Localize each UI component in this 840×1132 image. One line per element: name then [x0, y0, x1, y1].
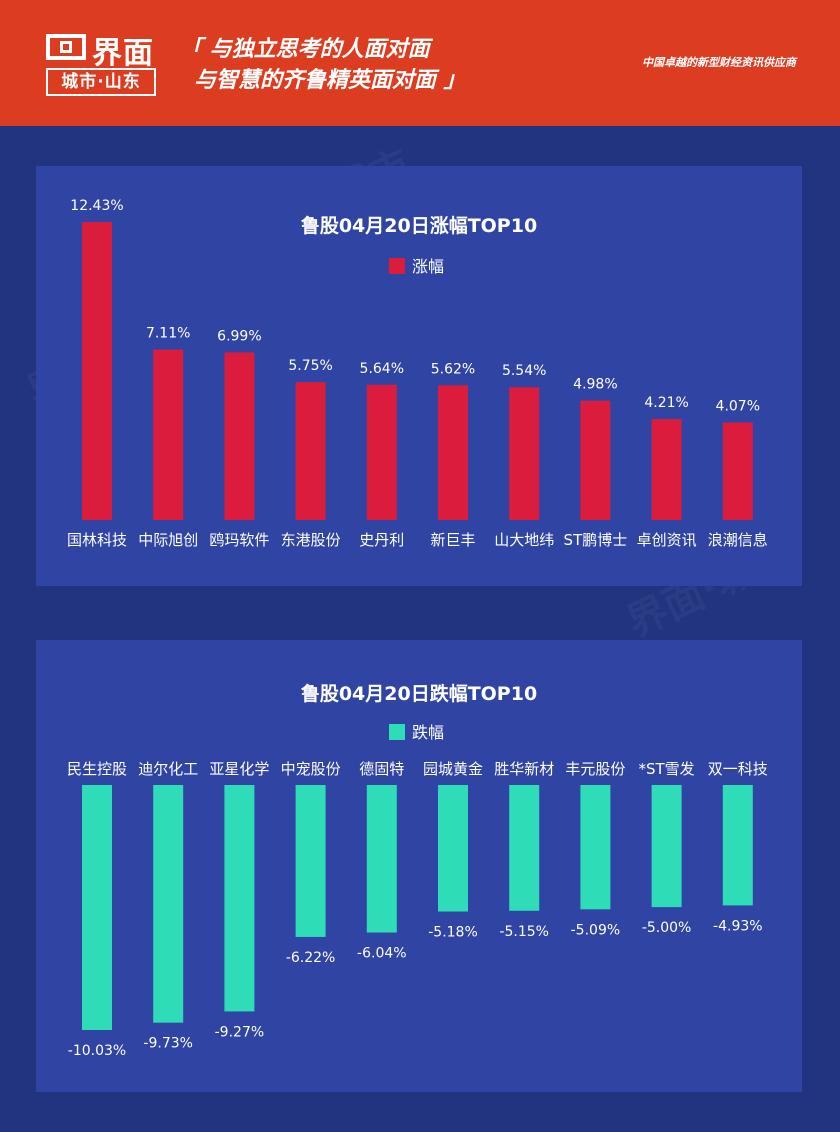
category-label: 双一科技: [708, 760, 768, 778]
bar: [580, 400, 611, 520]
data-label: 4.07%: [716, 398, 760, 414]
chart-title: 鲁股04月20日涨幅TOP10: [300, 214, 537, 237]
category-label: 丰元股份: [565, 760, 625, 778]
category-label: 迪尔化工: [138, 760, 198, 778]
bar: [82, 222, 112, 520]
category-label: 民生控股: [67, 760, 127, 778]
data-label: 5.75%: [288, 358, 332, 374]
logo-text: 界面: [92, 36, 154, 71]
category-label: 新巨丰: [430, 531, 475, 549]
category-label: ST鹏博士: [564, 531, 628, 549]
data-label: -10.03%: [68, 1043, 126, 1059]
brand-logo: 界面 城市·山东: [40, 30, 160, 100]
loss-chart-panel: 鲁股04月20日跌幅TOP10 跌幅民生控股 -10.03% 迪尔化工 -9.73% 亚星…: [36, 640, 802, 1092]
category-label: 东港股份: [281, 531, 341, 549]
category-label: 园城黄金: [423, 760, 483, 778]
data-label: -6.22%: [286, 950, 336, 966]
data-label: -9.73%: [143, 1036, 193, 1052]
data-label: 5.64%: [360, 361, 404, 377]
legend-label: 跌幅: [412, 723, 444, 742]
gain-chart-panel: 鲁股04月20日涨幅TOP10 涨幅 12.43% 国林科技 7.11% 中际旭创 6.99…: [36, 166, 802, 586]
bar: [295, 785, 326, 937]
category-label: 史丹利: [359, 531, 404, 549]
logo-mark-icon: [46, 34, 86, 60]
logo-subtitle: 城市·山东: [46, 68, 156, 96]
data-label: 7.11%: [146, 326, 190, 342]
bar: [366, 785, 397, 933]
bar: [295, 382, 326, 520]
data-label: -5.09%: [571, 922, 621, 938]
category-label: 浪潮信息: [708, 531, 768, 549]
category-label: 鸥玛软件: [209, 531, 269, 549]
bar: [366, 384, 397, 520]
data-label: -5.18%: [428, 925, 478, 941]
legend-swatch: [389, 724, 405, 740]
data-label: -6.04%: [357, 946, 407, 962]
bar: [722, 785, 753, 906]
category-label: 国林科技: [67, 531, 127, 549]
data-label: 12.43%: [70, 198, 123, 214]
chart-title: 鲁股04月20日跌幅TOP10: [300, 682, 537, 705]
gain-bar-chart: 鲁股04月20日涨幅TOP10 涨幅 12.43% 国林科技 7.11% 中际旭创 6.99…: [67, 198, 768, 549]
bar: [153, 349, 184, 520]
slogan-line-1: 「 与独立思考的人面对面: [180, 37, 430, 62]
bar: [509, 785, 540, 911]
data-label: -9.27%: [215, 1024, 265, 1040]
data-label: 4.21%: [644, 395, 688, 411]
data-label: 6.99%: [217, 328, 261, 344]
data-label: -5.00%: [642, 920, 692, 936]
legend-swatch: [389, 258, 405, 274]
bar: [580, 785, 611, 910]
header-banner: 界面 城市·山东 「 与独立思考的人面对面 与智慧的齐鲁精英面对面 」 中国卓越…: [0, 0, 840, 126]
data-label: -5.15%: [499, 924, 549, 940]
bar: [153, 785, 184, 1023]
category-label: 亚星化学: [209, 760, 269, 778]
data-label: -4.93%: [713, 918, 763, 934]
category-label: 山大地纬: [494, 531, 554, 549]
bar: [82, 785, 112, 1030]
data-label: 4.98%: [573, 377, 617, 393]
category-label: 德固特: [359, 760, 404, 778]
category-label: 中宠股份: [281, 760, 341, 778]
bar: [722, 422, 753, 520]
slogan-line-2: 与智慧的齐鲁精英面对面 」: [194, 68, 466, 93]
category-label: 胜华新材: [494, 760, 554, 778]
bar: [509, 387, 540, 520]
category-label: *ST雪发: [639, 760, 695, 778]
category-label: 卓创资讯: [637, 531, 697, 549]
data-label: 5.62%: [431, 361, 475, 377]
bar: [438, 385, 468, 520]
data-label: 5.54%: [502, 363, 546, 379]
bar: [651, 419, 682, 520]
tagline: 中国卓越的新型财经资讯供应商: [642, 56, 796, 69]
legend-label: 涨幅: [412, 257, 444, 276]
bar: [438, 785, 468, 912]
slogan: 「 与独立思考的人面对面 与智慧的齐鲁精英面对面 」: [180, 34, 466, 96]
category-label: 中际旭创: [138, 531, 198, 549]
bar: [224, 785, 255, 1012]
bar: [224, 352, 255, 520]
bar: [651, 785, 682, 908]
